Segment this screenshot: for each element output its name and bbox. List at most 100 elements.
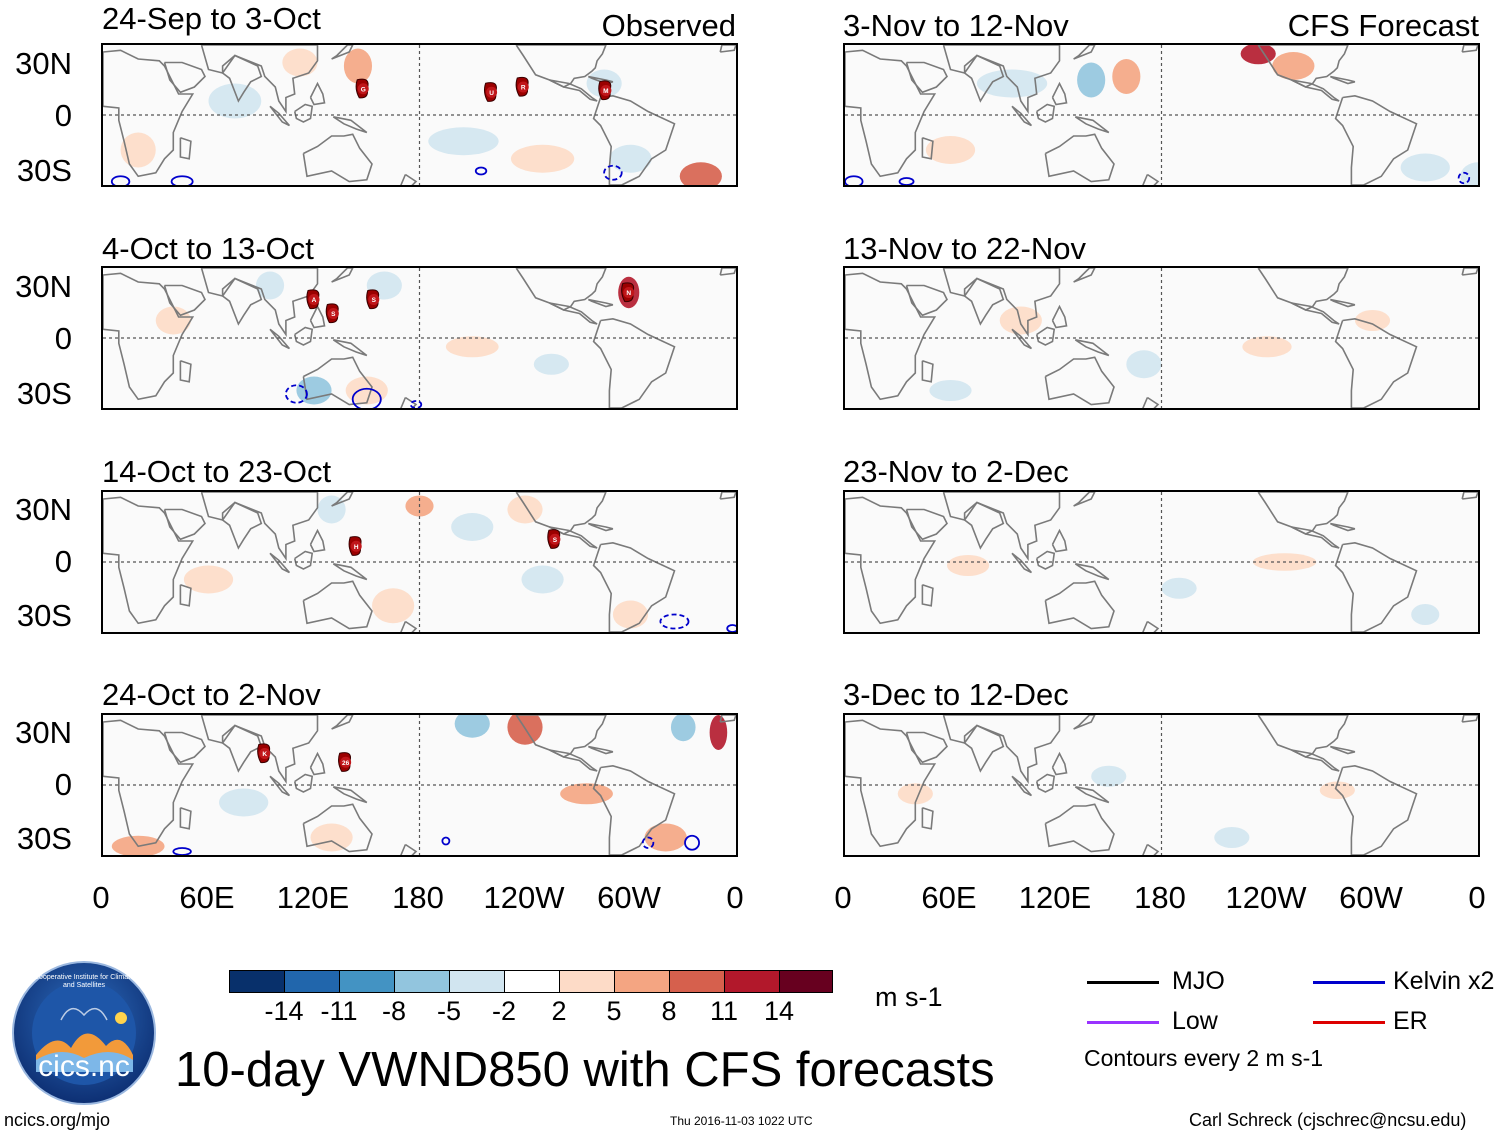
coastline [592,94,676,185]
storm-marker-icon: S [366,289,380,310]
coastline [332,786,368,804]
coastline [221,277,263,326]
forecast-map-3 [843,490,1480,634]
storm-id-label: R [521,85,526,92]
forecast-period-3: 23-Nov to 2-Dec [843,454,1069,489]
colorbar-box [669,970,725,993]
coastline [1074,116,1110,134]
anomaly-shading [976,69,1048,98]
anomaly-shading [679,162,722,185]
coastline [1291,79,1340,102]
anomaly-shading [510,144,575,173]
coastline [921,807,934,830]
lat-label-30s: 30S [16,821,72,856]
coastline [1035,326,1056,346]
logo-text: cics.nc [38,1050,130,1083]
anomaly-shading [1214,827,1250,848]
lat-label-30s: 30S [16,376,72,411]
colorbar-box [229,970,285,993]
anomaly-shading [1126,350,1162,379]
coastline [309,81,326,106]
coastline [719,45,736,53]
legend-line-low [1087,1021,1159,1024]
lat-label-30s: 30S [16,598,72,633]
coastline [1291,526,1340,549]
lon-label: 0 [1468,880,1486,915]
colorbar-box [284,970,340,993]
coastline [549,526,598,549]
coastline [269,552,291,574]
colorbar-box [724,970,780,993]
coastline [1329,522,1356,532]
colorbar-label: -5 [436,996,461,1026]
legend-line-mjo [1087,981,1159,984]
anomaly-shading [343,48,373,84]
colorbar-label: -2 [491,996,516,1026]
anomaly-shading [345,376,388,405]
coastline [1011,552,1033,574]
coastline [221,54,263,103]
coastline [1035,773,1056,793]
coastline [963,54,1005,103]
colorbar-label: 11 [709,996,739,1026]
storm-marker-icon: U [483,82,498,102]
observed-period-3: 14-Oct to 23-Oct [102,454,332,489]
legend-line-er [1313,1021,1385,1024]
coastline [221,724,263,773]
coastline [400,173,418,185]
lat-label-eq: 0 [54,767,72,802]
map-canvas: G UR M [103,45,736,185]
lon-label: 180 [1134,880,1186,915]
kelvin-contour [441,836,451,846]
coastline [1461,492,1478,500]
kelvin-contour [409,400,423,408]
coastline [942,492,1061,562]
coastline [163,284,206,317]
coastline [963,277,1005,326]
storm-id-label: 26 [342,760,350,767]
coastline [293,103,314,123]
coastline [1073,492,1096,507]
storm-id-label: H [354,544,359,551]
coastline [331,715,354,730]
coastline [400,396,418,408]
coastline [1074,786,1110,804]
storm-id-label: M [603,88,608,95]
coastline [179,137,192,160]
coastline [845,496,937,625]
storm-id-label: S [553,537,558,544]
anomaly-shading [451,513,494,541]
anomaly-shading [282,48,318,77]
kelvin-contour [726,624,736,632]
page-title: 10-day VWND850 with CFS forecasts [175,1043,995,1097]
colorbar-box [779,970,833,993]
anomaly-shading [155,306,191,335]
legend-label-mjo: MJO [1172,967,1225,995]
coastline [1142,173,1160,185]
coastline [293,326,314,346]
lat-label-30n: 30N [15,492,72,527]
map-canvas: HS [103,492,736,632]
coastline [1044,133,1115,183]
coastline [1011,105,1033,127]
coastline [963,501,1005,550]
lon-label: 0 [726,880,744,915]
anomaly-shading [1161,577,1197,599]
coastline [221,501,263,550]
contour-note: Contours every 2 m s-1 [1084,1045,1324,1071]
coastline [719,268,736,276]
colorbar-box [504,970,560,993]
anomaly-shading [1400,153,1450,182]
map-canvas: A S S N [103,268,736,408]
coastline [1051,304,1068,329]
coastline [592,541,676,632]
colorbar-label: 14 [763,996,795,1026]
colorbar-label: -11 [320,996,358,1026]
kelvin-contour [110,175,131,185]
coastline [200,715,319,785]
colorbar-box [614,970,670,993]
kelvin-contour [1457,171,1471,185]
coastline [845,49,937,178]
